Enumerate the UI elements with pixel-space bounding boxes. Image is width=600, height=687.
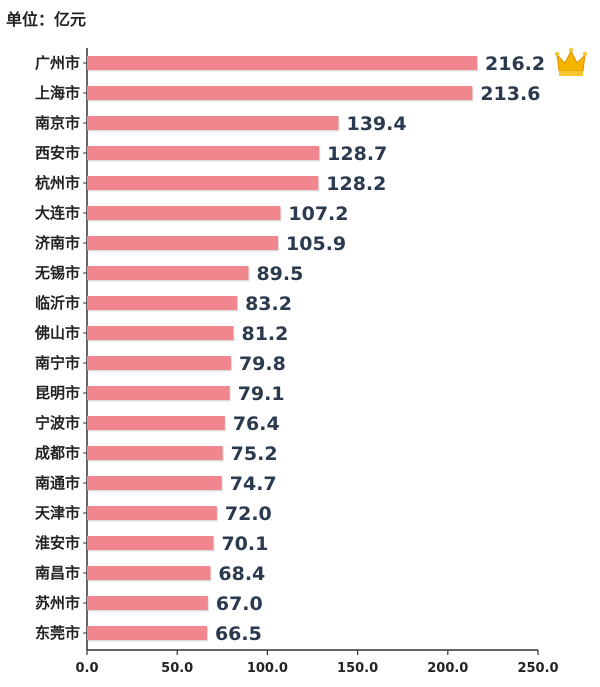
value-label: 128.7 xyxy=(327,143,387,165)
x-tick-label: 200.0 xyxy=(427,661,468,676)
bar xyxy=(87,236,279,250)
value-label: 81.2 xyxy=(241,323,288,345)
category-label: 无锡市 xyxy=(34,264,80,282)
bar xyxy=(87,56,478,70)
bar xyxy=(87,146,320,160)
bar xyxy=(87,356,231,370)
category-label: 天津市 xyxy=(35,504,80,522)
value-label: 79.1 xyxy=(238,383,285,405)
unit-label: 单位：亿元 xyxy=(6,10,87,29)
bar xyxy=(87,626,207,640)
x-tick-label: 100.0 xyxy=(247,661,288,676)
bar xyxy=(87,326,234,340)
category-label: 广州市 xyxy=(35,54,80,72)
category-label: 宁波市 xyxy=(35,414,80,432)
value-label: 139.4 xyxy=(346,113,406,135)
category-label: 淮安市 xyxy=(35,534,80,552)
bar xyxy=(87,386,230,400)
value-label: 74.7 xyxy=(230,473,277,495)
bar xyxy=(87,116,339,130)
category-label: 临沂市 xyxy=(35,294,80,312)
value-label: 70.1 xyxy=(221,533,268,555)
category-label: 大连市 xyxy=(35,204,80,222)
bar xyxy=(87,476,222,490)
value-label: 83.2 xyxy=(245,293,292,315)
category-label: 昆明市 xyxy=(35,384,80,402)
bar xyxy=(87,596,208,610)
category-label: 西安市 xyxy=(35,144,80,162)
category-label: 佛山市 xyxy=(34,324,80,342)
value-label: 68.4 xyxy=(218,563,265,585)
x-tick-label: 50.0 xyxy=(161,661,193,676)
bar xyxy=(87,566,211,580)
x-tick-label: 0.0 xyxy=(75,661,98,676)
value-label: 79.8 xyxy=(239,353,286,375)
category-label: 上海市 xyxy=(35,84,80,102)
category-label: 杭州市 xyxy=(35,174,80,192)
category-label: 南昌市 xyxy=(35,564,80,582)
crown-icon xyxy=(554,47,588,76)
category-label: 南京市 xyxy=(35,114,80,132)
bar xyxy=(87,266,249,280)
bar xyxy=(87,536,214,550)
category-label: 成都市 xyxy=(35,444,80,462)
bar xyxy=(87,506,217,520)
value-label: 75.2 xyxy=(231,443,278,465)
x-tick-label: 250.0 xyxy=(517,661,558,676)
bar xyxy=(87,86,473,100)
category-label: 南通市 xyxy=(35,474,80,492)
bar xyxy=(87,446,223,460)
value-label: 76.4 xyxy=(233,413,280,435)
value-label: 105.9 xyxy=(286,233,346,255)
category-label: 济南市 xyxy=(35,234,80,252)
x-tick-label: 150.0 xyxy=(337,661,378,676)
value-label: 216.2 xyxy=(485,53,545,75)
bar xyxy=(87,206,281,220)
category-label: 苏州市 xyxy=(35,594,80,612)
bar xyxy=(87,416,225,430)
value-label: 107.2 xyxy=(288,203,348,225)
value-label: 66.5 xyxy=(215,623,262,645)
category-label: 南宁市 xyxy=(35,354,80,372)
value-label: 67.0 xyxy=(216,593,263,615)
bar xyxy=(87,296,238,310)
value-label: 72.0 xyxy=(225,503,272,525)
category-label: 东莞市 xyxy=(35,624,80,642)
value-label: 89.5 xyxy=(256,263,303,285)
value-label: 128.2 xyxy=(326,173,386,195)
value-label: 213.6 xyxy=(480,83,540,105)
bar xyxy=(87,176,319,190)
